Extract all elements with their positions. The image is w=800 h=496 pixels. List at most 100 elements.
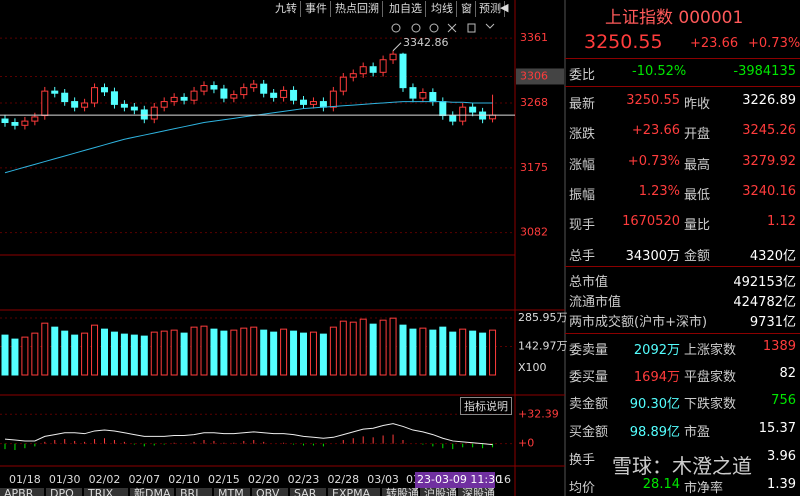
candle-body [140, 109, 148, 120]
candle-body [170, 96, 178, 103]
x-tick-label: 02/10 [168, 473, 200, 486]
candle-body [419, 92, 427, 99]
label: 委卖量 [569, 343, 609, 358]
volume-bar [270, 331, 278, 376]
candle-body [409, 87, 417, 99]
watermark: 雪球：木澄之道 [612, 454, 752, 478]
label: 最新 [569, 97, 596, 112]
volume-bar [479, 332, 487, 376]
volume-bar [419, 327, 427, 376]
volume-bar [489, 329, 497, 376]
volume-bar [469, 330, 477, 376]
candle-body [319, 101, 327, 108]
volume-bar [240, 327, 248, 376]
candle-body [91, 87, 99, 104]
divider [565, 86, 800, 87]
label: 两市成交额(沪市+深市) [569, 315, 708, 330]
y-tick-label: 285.95万 [518, 311, 568, 324]
label: 市净率 [684, 481, 724, 496]
y-tick-label: 3175 [520, 161, 548, 174]
indicator-tab[interactable]: 转股通 [386, 486, 419, 496]
volume-bar [369, 323, 377, 376]
cursor-date: 23-03-09 11:30 [417, 473, 502, 486]
indicator-button[interactable]: 指标说明 [460, 397, 512, 415]
volume-bar [280, 328, 288, 376]
toolbar-button[interactable]: 预测 [476, 1, 505, 17]
indicator-tab[interactable]: BRL [180, 487, 202, 496]
volume-bar [81, 332, 89, 376]
candle-body [160, 101, 168, 108]
change-pct: +0.73% [748, 36, 800, 51]
toolbar-button[interactable]: 事件 [302, 1, 331, 17]
tab-bg [420, 488, 456, 496]
label: 量比 [684, 218, 711, 233]
x-tick-label: 01/30 [49, 473, 81, 486]
x-tick-label: 03/03 [367, 473, 399, 486]
label: 买金额 [569, 425, 609, 440]
candle-body [110, 91, 118, 105]
indicator-tab[interactable]: 深股通 [462, 487, 495, 496]
label: 总手 [569, 249, 596, 264]
volume-bar [389, 317, 397, 376]
value: 28.14 [642, 477, 680, 492]
x-tick-label: 02/15 [208, 473, 240, 486]
toolbar-button[interactable]: 窗 [458, 1, 476, 17]
x-tick-label: 01/18 [9, 473, 41, 486]
y-tick-label: 3082 [520, 226, 548, 239]
volume-bar [459, 328, 467, 376]
volume-bar [140, 335, 148, 376]
candle-body [61, 92, 69, 103]
candle-body [120, 103, 128, 108]
indicator-tab[interactable]: MTM [218, 487, 244, 496]
tab-bg [328, 488, 380, 496]
candle-body [339, 76, 347, 92]
candle-body [220, 88, 228, 99]
indicator-tab[interactable]: APBR [4, 487, 34, 496]
y-tick-label: +0 [518, 437, 534, 450]
indicator-tab[interactable]: 新DMA [134, 486, 171, 496]
value: -10.52% [632, 64, 687, 79]
value: 98.89亿 [629, 425, 680, 440]
toolbar-button[interactable]: 均线 [428, 1, 457, 17]
price: 3250.55 [584, 31, 663, 53]
value: 3240.16 [742, 184, 796, 199]
candle-body [439, 101, 447, 117]
indicator-tab[interactable]: OBV [256, 487, 280, 496]
volume-bar [71, 334, 79, 376]
candle-body [280, 89, 288, 98]
candle-body [71, 101, 79, 108]
toolbar-button[interactable]: 加自选 [386, 1, 426, 17]
toolbar-button[interactable]: 热点回溯 [332, 1, 383, 17]
cursor-tail: 16 [497, 473, 511, 486]
label: 总市值 [569, 275, 609, 290]
label: 卖金额 [569, 397, 609, 412]
value: 3245.26 [742, 123, 796, 138]
tab-bg [458, 488, 494, 496]
value: 756 [771, 393, 796, 408]
toolbar-button[interactable]: 九转 [272, 1, 301, 17]
volume-bar [150, 331, 158, 376]
volume-bar [300, 332, 307, 376]
tab-bg [214, 488, 250, 496]
indicator-tab[interactable]: TRIX [87, 487, 114, 496]
indicator-tab[interactable]: 沪股通 [424, 486, 457, 496]
volume-bar [160, 330, 168, 376]
volume-bar [290, 330, 298, 376]
label: 上涨家数 [684, 343, 737, 358]
volume-bar [339, 320, 347, 376]
candle-body [399, 53, 407, 89]
indicator-tab[interactable]: EXPMA [332, 487, 371, 496]
value: 9731亿 [749, 315, 796, 330]
volume-bar [210, 328, 218, 376]
indicator-tab[interactable]: DPO [50, 487, 74, 496]
volume-bar [190, 326, 198, 376]
label: 委买量 [569, 370, 609, 385]
volume-bar [329, 326, 337, 376]
value: +23.66 [631, 123, 680, 138]
x-tick-label: 02/20 [248, 473, 280, 486]
toolbar-button[interactable]: ◀ [500, 1, 509, 14]
indicator-tab[interactable]: SAR [294, 487, 317, 496]
volume-bar [101, 328, 108, 376]
label: 现手 [569, 218, 596, 233]
